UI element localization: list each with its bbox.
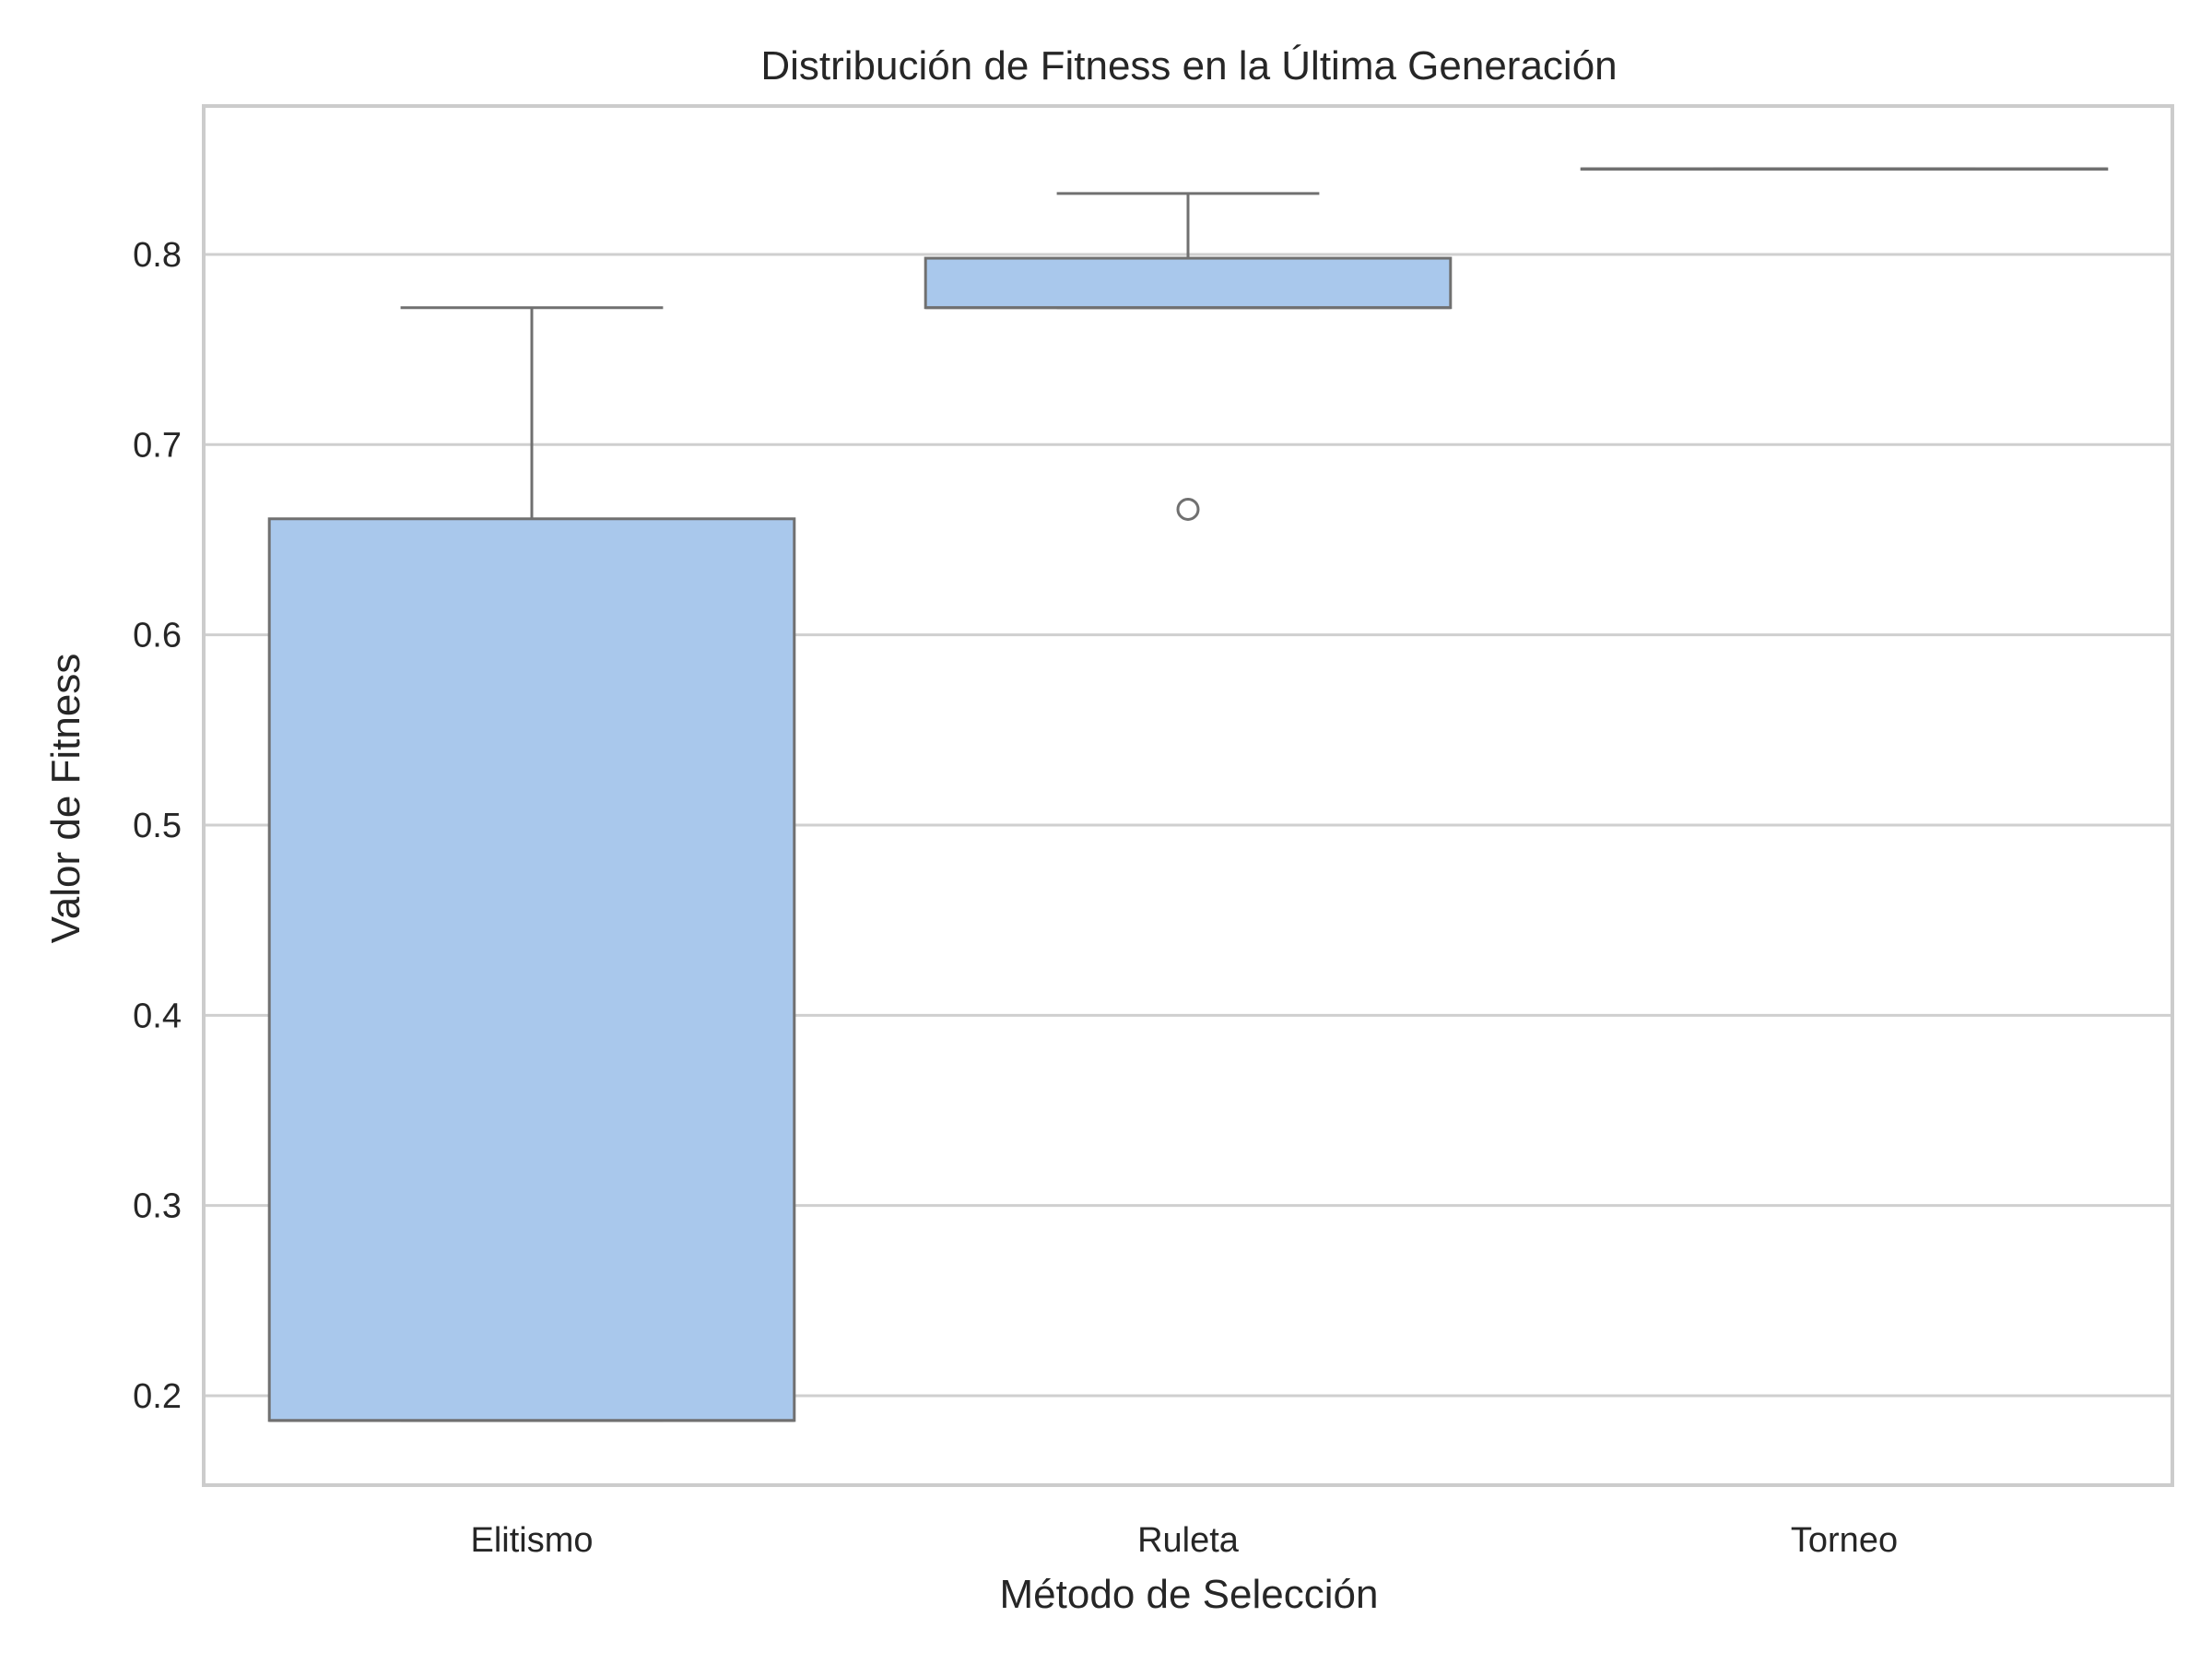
x-tick-label: Torneo	[1791, 1521, 1898, 1560]
y-tick-label: 0.2	[133, 1377, 182, 1416]
y-axis-label: Valor de Fitness	[43, 654, 88, 944]
iqr-box	[267, 517, 796, 1422]
y-tick-label: 0.3	[133, 1187, 182, 1226]
x-tick-label: Ruleta	[1137, 1521, 1240, 1560]
y-tick-label: 0.4	[133, 997, 182, 1035]
x-tick-labels: Elitismo Ruleta Torneo	[470, 1521, 1898, 1560]
y-tick-label: 0.7	[133, 426, 182, 465]
x-tick-label: Elitismo	[470, 1521, 593, 1560]
outlier-point	[1176, 497, 1200, 521]
box-ruleta	[924, 192, 1453, 521]
y-tick-labels: 0.2 0.3 0.4 0.5 0.6 0.7 0.8	[133, 236, 182, 1416]
chart-title: Distribución de Fitness en la Última Gen…	[760, 43, 1617, 89]
y-tick-label: 0.5	[133, 807, 182, 845]
boxes	[267, 167, 2109, 1422]
x-axis-label: Método de Selección	[1000, 1572, 1379, 1617]
box-torneo	[1580, 167, 2109, 171]
box-elitismo	[267, 306, 796, 1422]
y-tick-label: 0.8	[133, 236, 182, 275]
y-tick-label: 0.6	[133, 617, 182, 655]
plot-frame	[202, 104, 2174, 1487]
iqr-box	[924, 256, 1453, 310]
